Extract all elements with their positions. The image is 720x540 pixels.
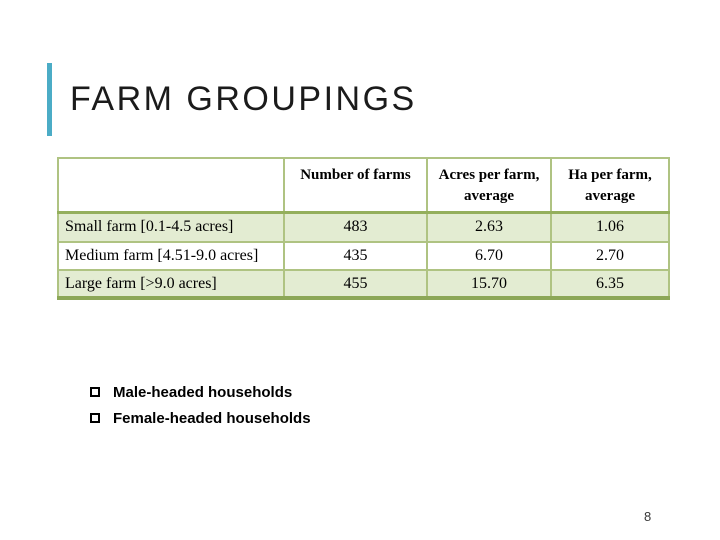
row-label: Large farm [>9.0 acres] — [57, 269, 285, 299]
column-header-ha-per-farm: Ha per farm, average — [550, 157, 670, 214]
list-item: Male-headed households — [90, 379, 311, 405]
list-item: Female-headed households — [90, 405, 311, 431]
table-row: Medium farm [4.51-9.0 acres] 435 6.70 2.… — [57, 241, 670, 271]
table-row: Large farm [>9.0 acres] 455 15.70 6.35 — [57, 269, 670, 299]
table-cell: 2.63 — [426, 211, 552, 243]
table-cell: 455 — [283, 269, 428, 299]
column-header-empty — [57, 157, 285, 214]
title-accent-bar — [47, 63, 52, 136]
table-cell: 435 — [283, 241, 428, 271]
slide-page-number: 8 — [644, 509, 652, 524]
table-cell: 15.70 — [426, 269, 552, 299]
bullet-label: Male-headed households — [113, 383, 293, 401]
bullet-label: Female-headed households — [113, 409, 311, 427]
row-label: Small farm [0.1-4.5 acres] — [57, 211, 285, 243]
table-cell: 6.35 — [550, 269, 670, 299]
table-header-row: Number of farms Acres per farm, average … — [57, 157, 670, 214]
table-cell: 483 — [283, 211, 428, 243]
table-cell: 2.70 — [550, 241, 670, 271]
household-bullet-list: Male-headed households Female-headed hou… — [90, 379, 311, 431]
table-row: Small farm [0.1-4.5 acres] 483 2.63 1.06 — [57, 211, 670, 243]
farm-groupings-table: Number of farms Acres per farm, average … — [57, 157, 670, 300]
hollow-square-bullet-icon — [90, 413, 100, 423]
hollow-square-bullet-icon — [90, 387, 100, 397]
row-label: Medium farm [4.51-9.0 acres] — [57, 241, 285, 271]
column-header-acres-per-farm: Acres per farm, average — [426, 157, 552, 214]
page-title: FARM GROUPINGS — [70, 80, 417, 118]
table-cell: 1.06 — [550, 211, 670, 243]
column-header-number-of-farms: Number of farms — [283, 157, 428, 214]
table-cell: 6.70 — [426, 241, 552, 271]
